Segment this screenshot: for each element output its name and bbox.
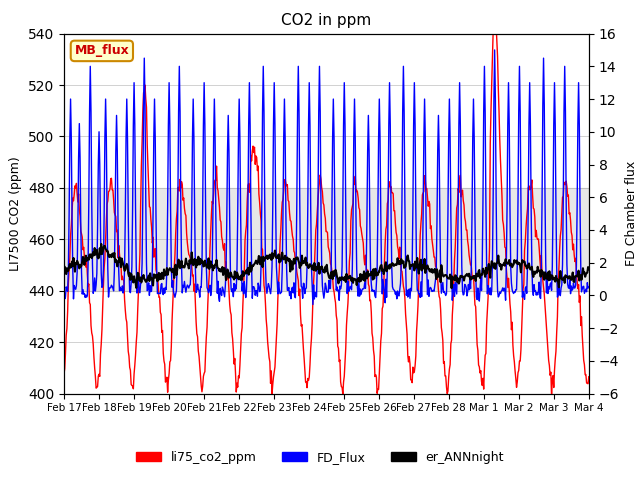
Y-axis label: LI7500 CO2 (ppm): LI7500 CO2 (ppm) xyxy=(10,156,22,271)
Bar xyxy=(64,188,589,291)
Title: CO2 in ppm: CO2 in ppm xyxy=(281,13,372,28)
Legend: li75_co2_ppm, FD_Flux, er_ANNnight: li75_co2_ppm, FD_Flux, er_ANNnight xyxy=(131,446,509,469)
Y-axis label: FD Chamber flux: FD Chamber flux xyxy=(625,161,637,266)
Text: MB_flux: MB_flux xyxy=(74,44,129,58)
